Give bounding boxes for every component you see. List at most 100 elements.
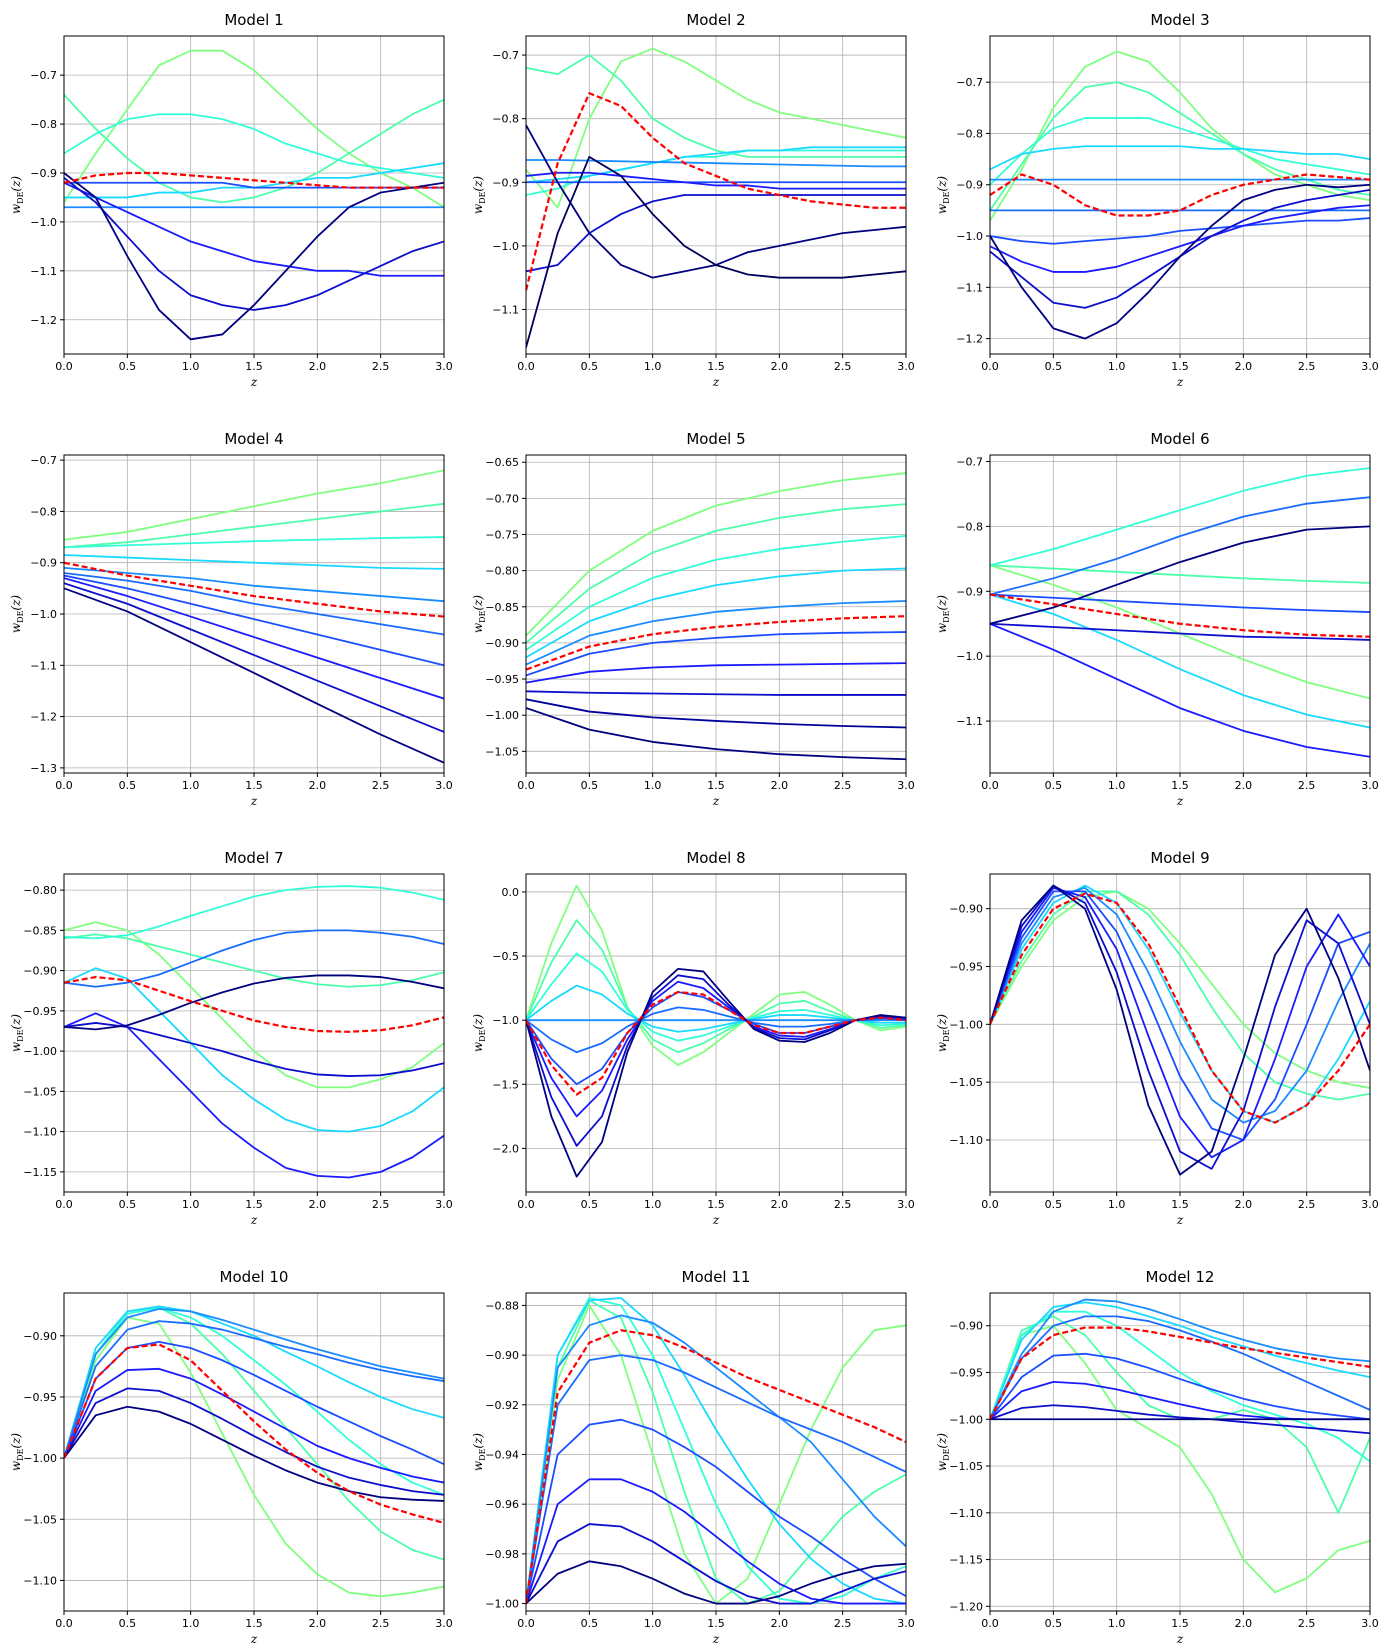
series-line: [526, 974, 906, 1147]
series-line: [64, 933, 444, 988]
series-line: [526, 600, 906, 666]
y-tick-label: −1.15: [23, 1166, 57, 1179]
y-tick-label: −1.05: [485, 745, 519, 758]
series-line: [990, 886, 1370, 1159]
x-tick-label: 0.5: [119, 1198, 137, 1211]
x-tick-label: 2.0: [309, 779, 327, 792]
x-tick-label: 2.0: [771, 1617, 789, 1630]
series-line: [990, 622, 1370, 641]
y-tick-label: −1.10: [949, 1507, 983, 1520]
x-tick-label: 1.5: [1171, 1617, 1189, 1630]
series-line: [64, 967, 444, 1133]
y-tick-label: −1.10: [949, 1134, 983, 1147]
series-line: [64, 572, 444, 636]
y-tick-label: −0.94: [485, 1448, 519, 1461]
x-axis-label: z: [712, 375, 720, 389]
y-tick-label: −1.0: [30, 216, 57, 229]
y-tick-label: −0.8: [492, 113, 519, 126]
chart-title: Model 1: [224, 11, 283, 29]
y-tick-label: −0.9: [30, 557, 57, 570]
series-line: [990, 564, 1370, 584]
series-line: [526, 631, 906, 677]
x-tick-label: 3.0: [1361, 1198, 1379, 1211]
plot-frame: [525, 873, 907, 1193]
series-line: [990, 204, 1370, 273]
y-tick-label: −1.1: [492, 303, 519, 316]
series-line: [64, 1387, 444, 1496]
series-line: [526, 1314, 906, 1604]
x-axis-label: z: [1176, 375, 1184, 389]
series-line: [64, 1306, 444, 1496]
chart-title: Model 3: [1150, 11, 1209, 29]
series-line: [64, 1320, 444, 1459]
x-tick-label: 1.0: [182, 1617, 200, 1630]
series-line: [990, 117, 1370, 186]
x-tick-label: 0.0: [55, 360, 73, 373]
y-tick-label: −1.0: [492, 1014, 519, 1027]
series-line: [990, 593, 1370, 729]
y-tick-label: −1.0: [492, 240, 519, 253]
y-tick-label: −0.80: [23, 884, 57, 897]
series-line: [64, 1305, 444, 1459]
series-line: [526, 952, 906, 1042]
y-tick-label: −0.98: [485, 1548, 519, 1561]
y-axis-label: wDE(z): [9, 1014, 25, 1053]
y-tick-label: −0.9: [30, 167, 57, 180]
series-line: [990, 1352, 1370, 1421]
series-line-dashed: [64, 975, 444, 1033]
x-tick-label: 2.5: [834, 360, 852, 373]
x-tick-label: 2.0: [771, 779, 789, 792]
y-tick-label: −1.0: [30, 608, 57, 621]
x-tick-label: 0.5: [1045, 1617, 1063, 1630]
y-tick-label: −0.8: [956, 127, 983, 140]
plot-frame: [989, 454, 1371, 774]
series-line: [526, 47, 906, 209]
series-line: [64, 94, 444, 204]
subplot-model-11: 0.0 0.5 1.0 1.5 2.0 2.5 3.0 −0.88 −0.90 −0.92 −0.9…: [471, 1268, 915, 1646]
x-tick-label: 0.0: [517, 1198, 535, 1211]
x-axis-label: z: [1176, 1632, 1184, 1646]
x-tick-label: 1.5: [1171, 1198, 1189, 1211]
series-line: [990, 217, 1370, 245]
series-line: [990, 1301, 1370, 1420]
y-tick-label: 0.0: [502, 886, 520, 899]
x-tick-label: 0.0: [981, 1617, 999, 1630]
y-axis-label: wDE(z): [471, 595, 487, 634]
y-axis-label: wDE(z): [935, 1433, 951, 1472]
series-line: [990, 1404, 1370, 1435]
series-line: [526, 1478, 906, 1605]
plot-frame: [989, 35, 1371, 355]
series-line: [64, 177, 444, 311]
y-tick-label: −0.65: [485, 456, 519, 469]
x-tick-label: 2.0: [1235, 1617, 1253, 1630]
x-tick-label: 0.0: [517, 779, 535, 792]
y-tick-label: −1.05: [23, 1513, 57, 1526]
plot-frame: [63, 873, 445, 1193]
x-tick-label: 2.0: [309, 1198, 327, 1211]
plot-frame: [525, 35, 907, 355]
x-tick-label: 1.5: [1171, 779, 1189, 792]
series-line: [64, 181, 444, 277]
y-tick-label: −0.8: [30, 505, 57, 518]
y-axis-label: wDE(z): [471, 176, 487, 215]
x-tick-label: 0.5: [1045, 1198, 1063, 1211]
x-axis-label: z: [712, 794, 720, 808]
y-axis-label: wDE(z): [935, 176, 951, 215]
series-line-dashed: [526, 1329, 906, 1604]
y-tick-label: −0.7: [30, 454, 57, 467]
series-line: [64, 113, 444, 179]
series-group: [64, 885, 444, 1179]
x-tick-label: 3.0: [1361, 779, 1379, 792]
x-tick-label: 0.5: [119, 360, 137, 373]
series-line: [990, 593, 1370, 613]
series-line: [990, 1315, 1370, 1420]
x-tick-label: 2.5: [834, 779, 852, 792]
series-line: [64, 1367, 444, 1484]
series-line-dashed: [990, 593, 1370, 638]
series-group: [990, 884, 1370, 1176]
y-tick-label: −1.0: [956, 650, 983, 663]
subplot-model-8: 0.0 0.5 1.0 1.5 2.0 2.5 3.0 0.0 −0.5 −1.0 −1.5 −2.0…: [471, 849, 915, 1227]
series-line: [990, 890, 1370, 1101]
y-tick-label: −1.3: [30, 762, 57, 775]
plot-frame: [63, 454, 445, 774]
